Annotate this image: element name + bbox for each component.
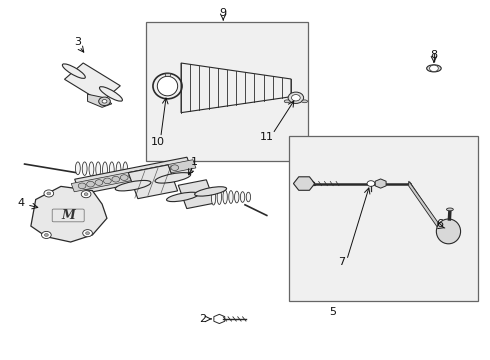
Ellipse shape: [195, 187, 226, 196]
Polygon shape: [178, 180, 215, 208]
Ellipse shape: [123, 162, 128, 180]
Circle shape: [86, 232, 90, 235]
Ellipse shape: [446, 208, 453, 211]
Ellipse shape: [167, 192, 198, 202]
Circle shape: [146, 170, 153, 175]
Circle shape: [367, 181, 375, 186]
Polygon shape: [128, 165, 177, 199]
Circle shape: [44, 190, 53, 197]
Ellipse shape: [155, 173, 191, 183]
Ellipse shape: [62, 64, 85, 78]
Ellipse shape: [109, 162, 114, 178]
Ellipse shape: [427, 65, 441, 72]
Polygon shape: [71, 160, 196, 192]
Ellipse shape: [246, 192, 250, 202]
Polygon shape: [31, 186, 107, 242]
Text: 8: 8: [430, 50, 438, 60]
Circle shape: [163, 166, 170, 172]
Text: 11: 11: [260, 132, 274, 142]
Circle shape: [47, 192, 51, 195]
Ellipse shape: [223, 190, 227, 204]
Ellipse shape: [235, 191, 239, 203]
Ellipse shape: [284, 100, 290, 103]
Ellipse shape: [217, 190, 221, 204]
Bar: [289, 136, 478, 301]
Text: 3: 3: [74, 37, 81, 48]
Circle shape: [112, 176, 120, 182]
Circle shape: [42, 231, 51, 238]
Circle shape: [129, 173, 137, 179]
Circle shape: [81, 191, 91, 198]
Ellipse shape: [96, 162, 100, 177]
Ellipse shape: [82, 162, 87, 175]
Circle shape: [84, 193, 88, 195]
Ellipse shape: [99, 87, 122, 101]
Circle shape: [102, 100, 107, 103]
Circle shape: [87, 181, 95, 187]
Ellipse shape: [75, 162, 80, 175]
Circle shape: [78, 183, 86, 189]
Text: 4: 4: [18, 198, 25, 208]
Ellipse shape: [116, 162, 121, 179]
Text: 10: 10: [151, 137, 165, 147]
Polygon shape: [65, 63, 121, 102]
Circle shape: [288, 92, 304, 103]
Ellipse shape: [115, 180, 151, 191]
Ellipse shape: [241, 192, 245, 202]
Circle shape: [154, 168, 162, 174]
Ellipse shape: [211, 189, 216, 205]
Polygon shape: [409, 181, 438, 228]
Circle shape: [95, 180, 103, 185]
Text: 2: 2: [199, 314, 206, 324]
Text: 9: 9: [220, 8, 227, 18]
Circle shape: [121, 175, 128, 180]
Bar: [146, 22, 308, 161]
Bar: [165, 73, 170, 76]
Ellipse shape: [437, 219, 461, 244]
Polygon shape: [88, 94, 112, 107]
Circle shape: [137, 171, 145, 177]
Circle shape: [430, 65, 438, 72]
Text: 1: 1: [191, 157, 197, 167]
Circle shape: [171, 165, 179, 171]
Ellipse shape: [229, 191, 233, 203]
Ellipse shape: [302, 100, 308, 103]
Circle shape: [103, 178, 111, 184]
Text: 6: 6: [436, 219, 443, 229]
Circle shape: [98, 97, 110, 105]
Circle shape: [292, 95, 300, 101]
Text: M: M: [61, 209, 75, 222]
Ellipse shape: [102, 162, 107, 177]
Polygon shape: [74, 157, 193, 194]
Circle shape: [45, 234, 49, 237]
Polygon shape: [181, 63, 291, 113]
Ellipse shape: [89, 162, 94, 176]
Ellipse shape: [157, 76, 178, 96]
Text: 7: 7: [338, 257, 345, 267]
Text: 5: 5: [329, 307, 336, 317]
Circle shape: [83, 230, 93, 237]
